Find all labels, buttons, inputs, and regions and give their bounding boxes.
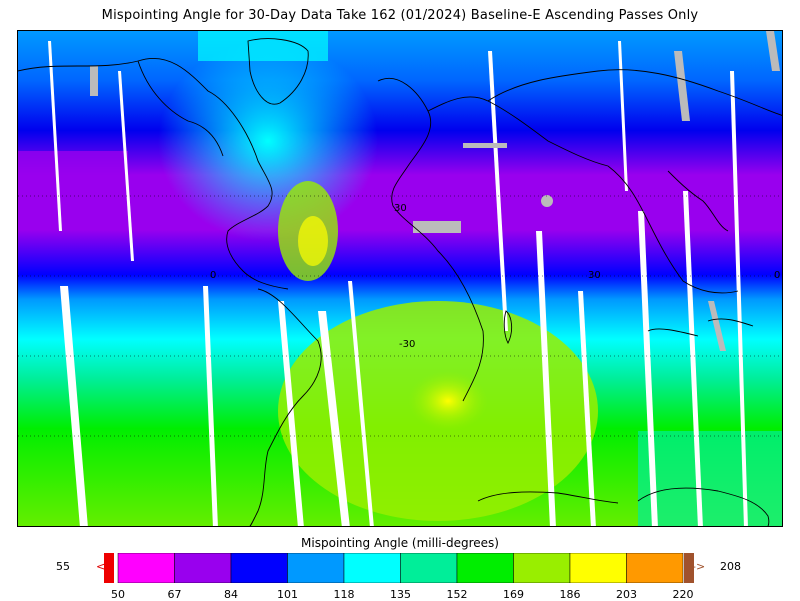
colorbar-tick-label: 135 — [390, 588, 411, 601]
colorbar-tick-label: 152 — [446, 588, 468, 601]
lat-label-0-west: 0 — [210, 270, 216, 281]
colorbar-swatch — [230, 553, 288, 583]
colorbar — [104, 553, 694, 583]
under-range-arrow: < — [96, 560, 106, 573]
legend-title: Mispointing Angle (milli-degrees) — [301, 536, 499, 550]
colorbar-swatch — [343, 553, 401, 583]
colorbar-swatch — [287, 553, 345, 583]
cyan-patch-north-atlantic — [158, 41, 378, 241]
colorbar-swatch — [456, 553, 514, 583]
purple-patch-west — [18, 151, 128, 211]
mispointing-map: 30 0 -30 30 0 — [17, 30, 783, 527]
colorbar-swatch — [626, 553, 684, 583]
cyan-patch-top — [198, 31, 328, 61]
teal-patch-southeast — [638, 431, 782, 526]
colorbar-tick-label: 84 — [224, 588, 238, 601]
yellow-hotspot — [408, 371, 488, 431]
yellow-patch-atlantic — [298, 216, 328, 266]
colorbar-tick-label: 186 — [559, 588, 581, 601]
map-title: Mispointing Angle for 30-Day Data Take 1… — [101, 8, 699, 23]
lat-label-30-east: 30 — [588, 270, 601, 281]
no-data-patches — [90, 31, 780, 351]
coastlines — [18, 38, 782, 526]
lat-label-0-east: 0 — [774, 270, 780, 281]
min-value: 55 — [56, 560, 70, 573]
over-range-swatch — [684, 553, 694, 583]
colorbar-tick-label: 67 — [167, 588, 182, 601]
max-value: 208 — [720, 560, 741, 573]
missing-swaths — [48, 41, 748, 526]
lat-label-30n: 30 — [394, 203, 407, 214]
colorbar-tick-label: 169 — [503, 588, 524, 601]
colorbar-tick-label: 101 — [277, 588, 298, 601]
colorbar-swatch — [174, 553, 232, 583]
over-range-arrow: -> — [692, 560, 706, 573]
colorbar-tick-label: 50 — [111, 588, 125, 601]
colorbar-swatch — [569, 553, 627, 583]
colorbar-tick-label: 203 — [616, 588, 637, 601]
colorbar-tick-label: 118 — [333, 588, 355, 601]
colorbar-tick-label: 220 — [672, 588, 694, 601]
lat-label-30s: -30 — [399, 339, 415, 350]
colorbar-swatch — [513, 553, 571, 583]
colorbar-swatch — [117, 553, 175, 583]
map-svg: 30 0 -30 30 0 — [18, 31, 782, 526]
under-range-swatch — [104, 553, 114, 583]
colorbar-swatch — [400, 553, 458, 583]
